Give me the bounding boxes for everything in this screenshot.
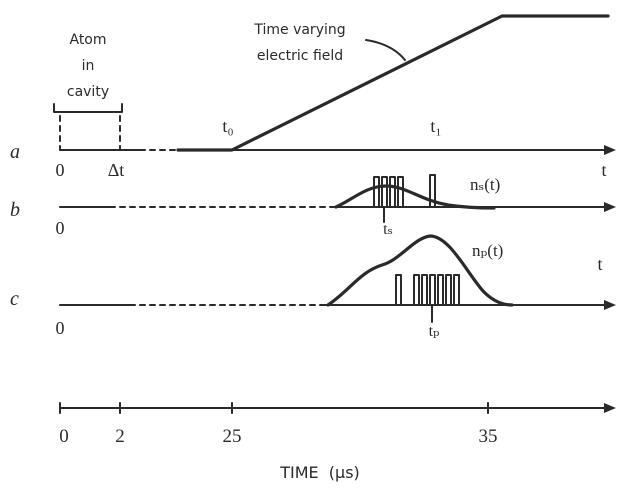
field-label-line2: electric field [257, 48, 343, 64]
ns-distribution-curve [334, 184, 496, 210]
row-c-origin: 0 [56, 318, 65, 338]
np-curve-label: nₚ(t) [472, 241, 503, 260]
electric-field-ramp [176, 14, 610, 152]
ns-event [373, 176, 380, 208]
np-event [437, 274, 444, 306]
ns-event [381, 176, 388, 208]
tick-label-35: 35 [479, 426, 498, 447]
np-event [395, 274, 402, 306]
row-b-arrowhead [604, 202, 616, 212]
ns-event [429, 174, 436, 208]
np-event [421, 274, 428, 306]
time-axis: 0 2 25 35 TIME (µs) [59, 402, 616, 482]
row-c: c 0 tₚ nₚ(t) t [10, 234, 616, 340]
cavity-bracket [53, 103, 123, 113]
atom-label-line1: Atom [69, 32, 106, 48]
row-a-label: a [10, 141, 20, 163]
row-b-label: b [10, 199, 20, 221]
row-c-t-label: t [597, 254, 602, 274]
ns-detection-events [373, 174, 436, 208]
row-a: a 0 Δt t₀ t₁ t [10, 14, 616, 180]
field-annotation: Time varying electric field [253, 22, 406, 64]
time-axis-arrowhead [604, 403, 616, 413]
row-b-origin: 0 [56, 218, 65, 238]
ns-curve-label: nₛ(t) [470, 175, 500, 194]
t1-label: t₁ [430, 116, 441, 136]
time-axis-title: TIME (µs) [279, 463, 360, 482]
atom-label-line3: cavity [67, 84, 109, 100]
t0-label: t₀ [222, 116, 233, 136]
atom-in-cavity-annotation: Atom in cavity [53, 32, 123, 151]
ns-event [397, 176, 404, 208]
tick-label-0: 0 [59, 426, 69, 447]
tick-label-25: 25 [223, 426, 242, 447]
row-c-arrowhead [604, 300, 616, 310]
row-a-arrowhead [604, 145, 616, 155]
np-event [429, 274, 436, 306]
delta-t-label: Δt [108, 160, 125, 180]
row-c-label: c [10, 288, 19, 310]
atom-label-line2: in [82, 58, 95, 74]
np-event [413, 274, 420, 306]
ts-label: tₛ [383, 221, 393, 238]
np-detection-events [395, 274, 460, 306]
np-event [445, 274, 452, 306]
field-label-leader [365, 39, 406, 61]
row-b: b 0 tₛ nₛ(t) [10, 174, 616, 238]
np-distribution-curve [326, 234, 514, 307]
ns-event [389, 176, 396, 208]
tick-label-2: 2 [115, 426, 125, 447]
np-event [453, 274, 460, 306]
row-a-t-label: t [601, 160, 606, 180]
tp-label: tₚ [429, 323, 440, 340]
row-a-origin: 0 [56, 160, 65, 180]
field-label-line1: Time varying [253, 22, 345, 38]
